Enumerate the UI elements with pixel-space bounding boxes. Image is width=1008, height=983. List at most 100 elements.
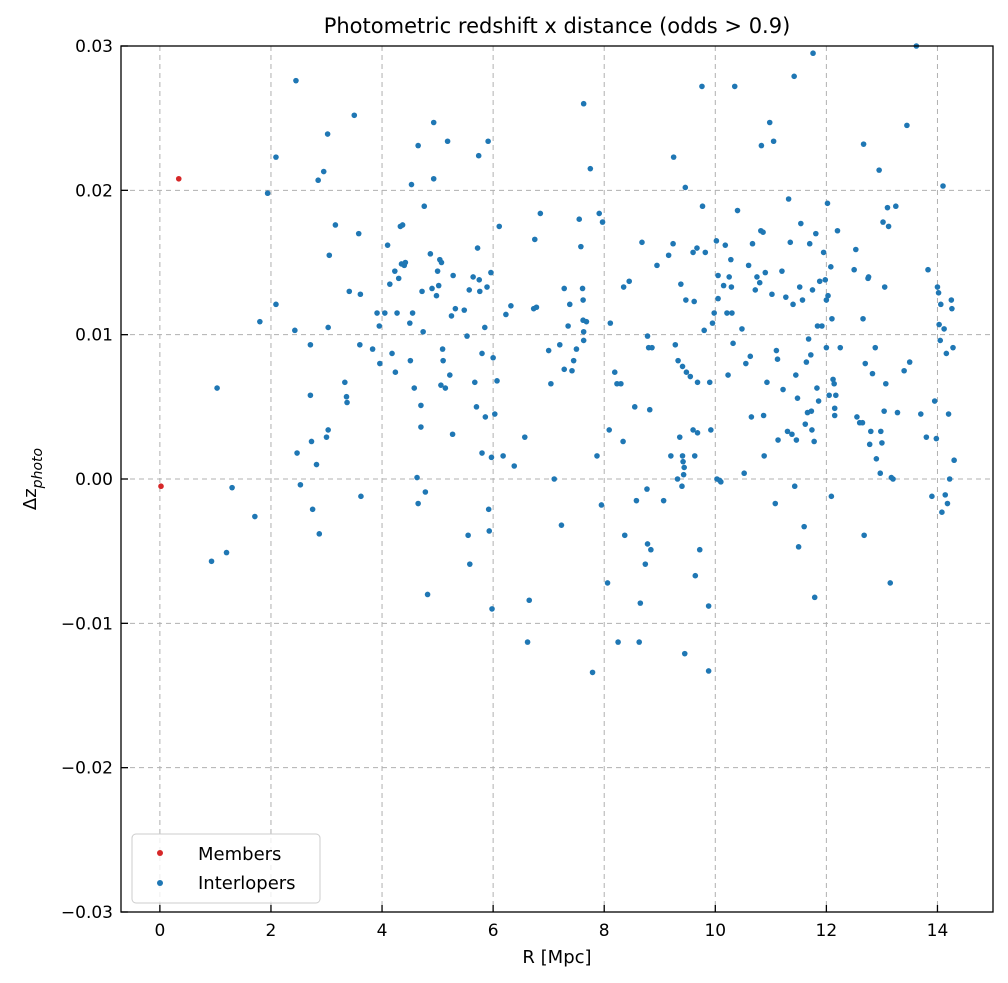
interlopers-point [940,183,946,189]
interlopers-point [680,471,687,478]
interlopers-point [508,303,514,309]
interlopers-point [292,327,298,334]
interlopers-point [830,376,836,383]
interlopers-point [476,288,483,295]
interlopers-point [868,428,874,435]
interlopers-point [418,402,424,409]
interlopers-point [945,411,952,417]
interlopers-point [950,344,956,351]
interlopers-point [606,427,613,433]
interlopers-point [833,392,839,399]
interlopers-point [760,229,766,235]
interlopers-point [646,406,653,413]
interlopers-point [884,204,891,211]
interlopers-point [473,404,480,410]
interlopers-point [682,184,689,191]
interlopers-point [351,112,358,119]
interlopers-point [691,453,698,459]
interlopers-point [214,385,220,391]
interlopers-point [644,333,651,339]
interlopers-point [273,154,279,160]
interlopers-point [937,301,944,308]
interlopers-point [561,366,568,373]
interlopers-point [654,262,660,269]
interlopers-point [447,372,453,378]
interlopers-point [784,428,791,435]
interlopers-point [665,252,672,259]
interlopers-point [229,484,235,491]
interlopers-point [798,220,804,227]
interlopers-point [223,549,230,556]
interlopers-point [392,369,399,375]
interlopers-point [626,278,633,285]
interlopers-point [791,483,798,490]
interlopers-point [461,307,468,313]
interlopers-point [718,479,724,485]
interlopers-point [873,455,880,462]
interlopers-point [494,378,500,384]
interlopers-point [489,606,495,612]
interlopers-point [323,434,330,440]
interlopers-point [675,357,681,364]
y-axis-title-subscript: photo [30,448,46,489]
interlopers-point [257,318,263,325]
x-tick-label: 6 [488,921,499,941]
interlopers-point [438,259,445,266]
legend-label-members: Members [198,844,281,865]
interlopers-point [452,305,459,312]
interlopers-point [694,379,701,386]
interlopers-point [418,424,424,430]
interlopers-point [668,453,674,459]
interlopers-point [433,292,440,299]
interlopers-point [944,500,951,507]
interlopers-point [851,266,857,273]
interlopers-point [880,219,886,225]
interlopers-point [711,310,717,316]
interlopers-point [729,310,735,316]
interlopers-point [430,119,437,126]
interlopers-point [701,327,707,334]
interlopers-point [769,291,775,298]
interlopers-point [407,320,413,326]
interlopers-point [357,341,363,348]
interlopers-point [872,344,879,351]
y-tick-label: 0.00 [75,470,113,490]
legend-marker-interlopers [157,880,163,886]
interlopers-point [791,73,797,80]
interlopers-point [681,650,688,657]
members-point [158,483,164,490]
interlopers-point [680,458,686,465]
interlopers-point [587,165,594,172]
interlopers-point [419,288,425,295]
interlopers-point [681,464,687,471]
interlopers-point [793,437,800,443]
interlopers-point [485,138,491,145]
interlopers-point [384,242,391,248]
interlopers-point [728,256,734,263]
interlopers-point [894,409,901,416]
interlopers-point [273,301,279,308]
interlopers-point [829,315,835,322]
interlopers-point [862,360,869,367]
interlopers-point [607,320,614,326]
interlopers-point [948,297,955,303]
interlopers-point [883,380,889,387]
interlopers-point [382,310,388,316]
interlopers-point [633,497,640,504]
interlopers-point [756,279,763,286]
interlopers-point [402,259,409,266]
interlopers-point [702,249,709,256]
interlopers-point [762,269,769,276]
interlopers-point [614,380,620,387]
interlopers-point [551,476,558,482]
interlopers-point [476,277,483,283]
interlopers-point [780,386,786,393]
interlopers-point [466,287,473,293]
interlopers-point [861,532,867,539]
interlopers-point [326,252,333,259]
interlopers-point [820,249,827,256]
interlopers-point [811,594,818,601]
y-tick-label: −0.03 [61,903,113,923]
x-axis-title: R [Mpc] [522,947,591,968]
interlopers-point [620,438,626,445]
